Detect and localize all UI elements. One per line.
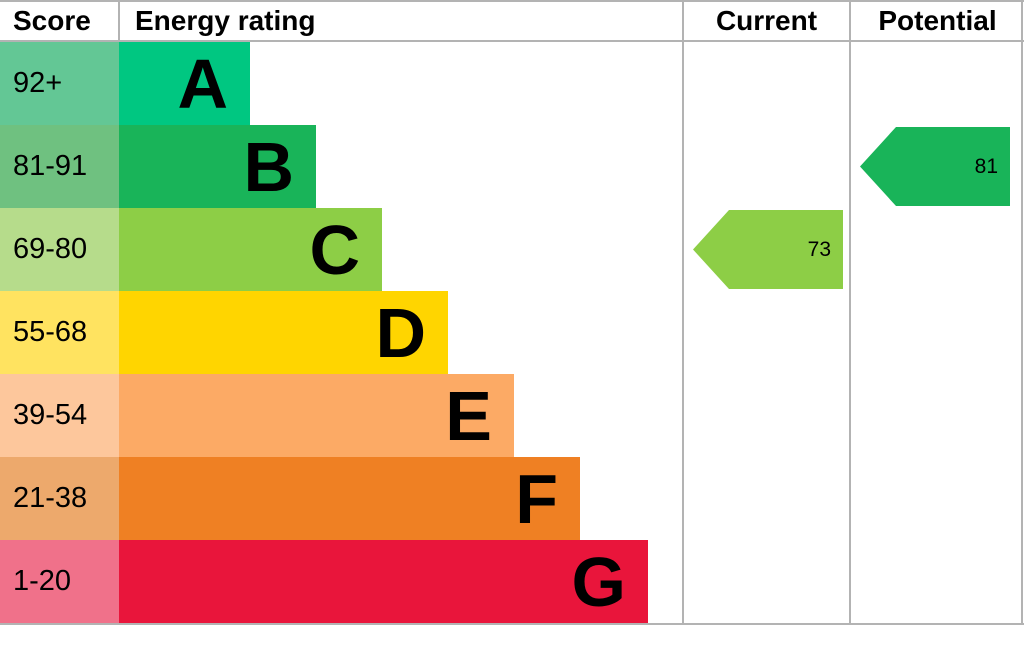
rating-bar-c: C: [119, 208, 382, 291]
rating-bar-g: G: [119, 540, 648, 623]
score-range-g: 1-20: [0, 540, 119, 623]
score-range-c: 69-80: [0, 208, 119, 291]
current-rating-arrow: 73: [693, 210, 843, 289]
rating-bar-d: D: [119, 291, 448, 374]
energy-rating-column-header: Energy rating: [135, 5, 316, 36]
grade-letter-e: E: [445, 376, 492, 455]
rating-band-row-d: 55-68 D: [0, 291, 1024, 374]
rating-band-row-f: 21-38 F: [0, 457, 1024, 540]
potential-column-divider: [849, 2, 851, 623]
potential-rating-value: 81: [974, 155, 998, 178]
score-range-b: 81-91: [0, 125, 119, 208]
rating-band-row-g: 1-20 G: [0, 540, 1024, 623]
rating-bar-f: F: [119, 457, 580, 540]
score-column-divider: [118, 2, 120, 40]
grade-letter-c: C: [309, 210, 360, 289]
rating-band-row-a: 92+ A: [0, 42, 1024, 125]
score-range-a: 92+: [0, 42, 119, 125]
rating-band-row-c: 69-80 C: [0, 208, 1024, 291]
chart-bottom-line: [0, 623, 1024, 625]
rating-bar-b: B: [119, 125, 316, 208]
right-border-line: [1021, 2, 1023, 623]
score-column-header: Score: [13, 5, 91, 36]
grade-letter-g: G: [571, 542, 626, 621]
score-range-e: 39-54: [0, 374, 119, 457]
rating-bands: 92+ A 81-91 B 69-80 C 55-68 D 39-54 E 21-38 F 1-20 G: [0, 42, 1024, 623]
grade-letter-a: A: [177, 44, 228, 123]
grade-letter-f: F: [515, 459, 558, 538]
current-column-header: Current: [715, 5, 818, 36]
rating-band-row-b: 81-91 B: [0, 125, 1024, 208]
score-range-d: 55-68: [0, 291, 119, 374]
current-column-divider: [682, 2, 684, 623]
top-border-line: [0, 0, 1024, 2]
potential-column-header: Potential: [878, 5, 997, 36]
score-range-f: 21-38: [0, 457, 119, 540]
rating-band-row-e: 39-54 E: [0, 374, 1024, 457]
header-bottom-line: [0, 40, 1024, 42]
current-rating-value: 73: [807, 238, 831, 261]
grade-letter-d: D: [375, 293, 426, 372]
rating-bar-a: A: [119, 42, 250, 125]
rating-bar-e: E: [119, 374, 514, 457]
grade-letter-b: B: [243, 127, 294, 206]
potential-rating-arrow: 81: [860, 127, 1010, 206]
